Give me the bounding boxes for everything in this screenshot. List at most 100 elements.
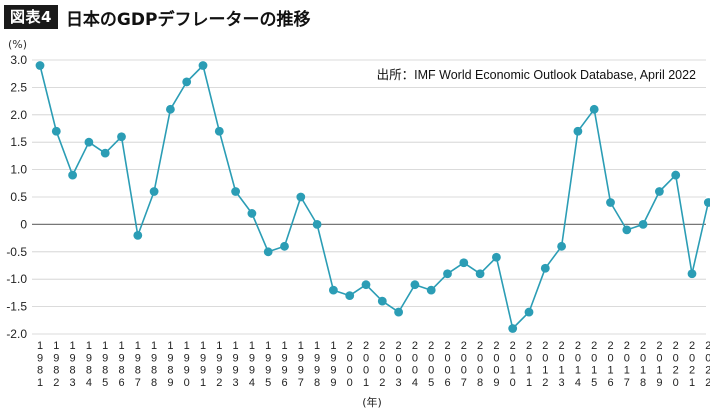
- source-note: 出所：IMF World Economic Outlook Database, …: [376, 68, 696, 82]
- data-point-1995: [263, 247, 273, 257]
- data-point-2001: [361, 280, 371, 290]
- data-point-1983: [68, 170, 77, 180]
- data-point-2005: [426, 285, 436, 295]
- data-point-2014: [573, 126, 583, 136]
- data-point-1989: [166, 104, 175, 114]
- data-point-2015: [589, 104, 599, 114]
- data-point-1986: [117, 132, 126, 142]
- data-point-1981: [35, 61, 45, 70]
- y-tick-label: 2.5: [10, 80, 27, 94]
- y-tick-label: 0.5: [10, 190, 27, 204]
- data-point-2006: [443, 269, 452, 279]
- data-point-1996: [280, 241, 289, 251]
- data-point-1994: [247, 209, 257, 218]
- x-tick-labels: 1 9 8 1 1 9 8 2 1 9 8 3 1 9 8 4 1 9 8 5 1 9 8 6 1 9 8 7 1 9 8 8 1 9 8 9 1 9 9 0…: [37, 340, 710, 389]
- x-axis-label: (年): [362, 395, 382, 409]
- y-tick-label: -1.5: [6, 300, 27, 314]
- data-point-2004: [410, 280, 420, 290]
- y-tick-label: 1.5: [10, 135, 27, 149]
- data-point-1999: [329, 285, 338, 295]
- data-point-2017: [622, 225, 632, 235]
- y-tick-label: 1.0: [10, 163, 27, 177]
- series-group: [35, 61, 710, 333]
- data-point-1982: [51, 126, 61, 136]
- data-point-1985: [100, 148, 110, 158]
- data-point-2012: [540, 263, 550, 273]
- y-tick-label: 2.0: [10, 108, 27, 122]
- data-point-2018: [638, 220, 648, 229]
- data-point-2000: [345, 291, 355, 301]
- data-point-2011: [524, 307, 534, 317]
- figure-badge: 図表4: [4, 5, 58, 29]
- chart-title: 日本のGDPデフレーターの推移: [65, 9, 311, 30]
- data-point-2003: [394, 307, 403, 317]
- data-point-1984: [84, 137, 94, 147]
- data-point-2007: [459, 258, 469, 268]
- data-point-2010: [508, 324, 518, 333]
- data-point-1998: [312, 220, 322, 229]
- data-point-2021: [687, 269, 697, 279]
- data-point-1990: [182, 77, 192, 87]
- data-point-1993: [231, 187, 241, 196]
- data-point-1988: [149, 187, 159, 196]
- data-point-2002: [377, 296, 387, 306]
- series-line: [39, 64, 710, 330]
- data-point-2019: [655, 187, 664, 196]
- y-axis-unit: (%): [8, 38, 28, 51]
- data-point-2016: [606, 198, 615, 207]
- data-point-2013: [557, 241, 566, 251]
- y-tick-labels: 3.0 2.5 2.0 1.5 1.0 0.5 0 -0.5 -1.0 -1.5 -2.0: [6, 53, 27, 341]
- y-tick-label: 3.0: [10, 53, 27, 67]
- y-tick-label: -1.0: [6, 272, 27, 286]
- data-point-2009: [492, 252, 501, 262]
- y-tick-label: -2.0: [6, 327, 27, 341]
- data-point-1992: [214, 126, 224, 136]
- y-tick-label: -0.5: [6, 245, 27, 259]
- chart-header: 図表4 日本のGDPデフレーターの推移: [4, 4, 310, 30]
- data-point-2022: [703, 198, 710, 207]
- data-point-1997: [296, 192, 306, 202]
- grid-lines: [32, 59, 706, 335]
- data-point-1991: [198, 61, 208, 70]
